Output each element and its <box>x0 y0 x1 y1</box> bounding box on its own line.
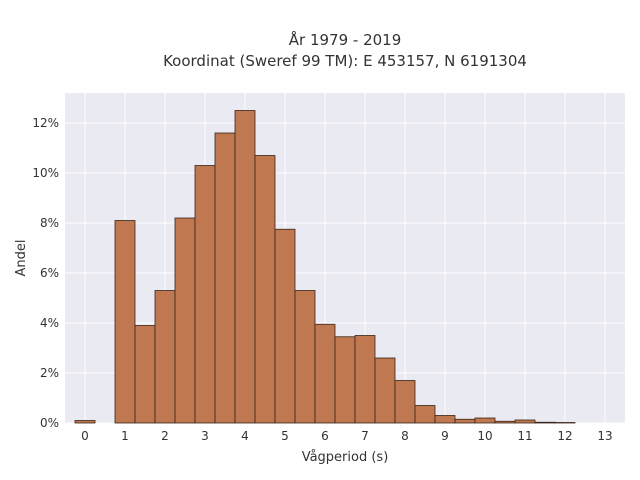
x-tick-label: 0 <box>81 429 89 443</box>
bars <box>74 110 576 424</box>
chart-title-line-1: År 1979 - 2019 <box>289 30 402 49</box>
x-tick-label: 7 <box>361 429 369 443</box>
histogram-bar <box>254 155 276 424</box>
histogram-bar <box>494 420 516 424</box>
histogram-bar <box>214 132 236 424</box>
x-tick-label: 9 <box>441 429 449 443</box>
y-tick-label: 12% <box>32 116 59 130</box>
histogram-bar <box>294 290 316 424</box>
histogram-bar <box>414 405 436 424</box>
y-axis-title: Andel <box>14 240 29 277</box>
x-tick-label: 1 <box>121 429 129 443</box>
histogram-bar <box>454 418 476 424</box>
histogram-bar <box>334 336 356 424</box>
x-tick-labels: 0 1 2 3 4 5 6 7 8 9 10 11 12 13 <box>81 429 612 443</box>
x-tick-label: 6 <box>321 429 329 443</box>
x-tick-label: 11 <box>517 429 532 443</box>
y-tick-label: 4% <box>40 316 59 330</box>
y-tick-label: 2% <box>40 366 59 380</box>
x-tick-label: 2 <box>161 429 169 443</box>
histogram-bar <box>394 380 416 424</box>
histogram-bar <box>274 228 296 424</box>
x-tick-label: 13 <box>597 429 612 443</box>
histogram-bar <box>534 421 556 424</box>
x-tick-label: 10 <box>477 429 492 443</box>
histogram-bar <box>134 325 156 424</box>
histogram-bar <box>74 420 96 424</box>
y-tick-label: 8% <box>40 216 59 230</box>
histogram-bar <box>154 290 176 424</box>
x-tick-label: 5 <box>281 429 289 443</box>
histogram-bar <box>234 110 256 424</box>
histogram-bar <box>174 217 196 424</box>
y-tick-labels: 0% 2% 4% 6% 8% 10% 12% <box>32 116 59 430</box>
histogram-bar <box>474 417 496 424</box>
x-axis-title: Vågperiod (s) <box>302 450 389 465</box>
histogram-bar <box>314 323 336 424</box>
x-tick-label: 8 <box>401 429 409 443</box>
histogram-bar <box>194 165 216 424</box>
histogram-bar <box>554 422 576 424</box>
x-tick-label: 3 <box>201 429 209 443</box>
histogram-bar <box>374 357 396 424</box>
histogram-bar <box>514 419 536 424</box>
y-tick-label: 6% <box>40 266 59 280</box>
y-tick-label: 10% <box>32 166 59 180</box>
x-tick-label: 4 <box>241 429 249 443</box>
x-tick-label: 12 <box>557 429 572 443</box>
histogram-bar <box>114 220 136 424</box>
histogram-bar <box>354 335 376 424</box>
histogram-bar <box>434 415 456 424</box>
y-tick-label: 0% <box>40 416 59 430</box>
chart-title-line-2: Koordinat (Sweref 99 TM): E 453157, N 61… <box>163 52 527 70</box>
